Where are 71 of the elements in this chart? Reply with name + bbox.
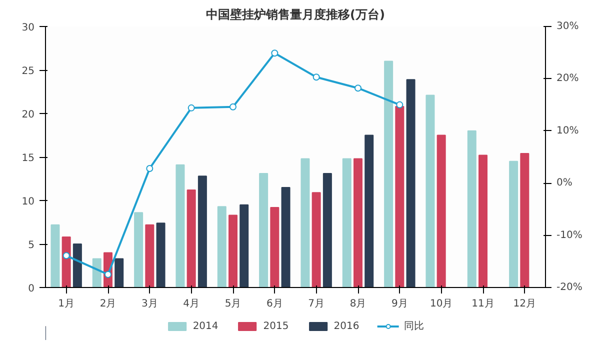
bar: [322, 173, 332, 288]
point: [396, 101, 404, 108]
point: [230, 103, 236, 110]
bar: [114, 258, 124, 288]
bar: [384, 60, 394, 288]
bar: [300, 158, 310, 288]
bar: [426, 94, 435, 288]
y2-tick-label: 0%: [556, 178, 572, 189]
x-tick-label: 11月: [472, 298, 494, 310]
x-tick-label: 7月: [308, 298, 325, 310]
x-tick-label: 8月: [350, 298, 366, 310]
y-tick-label: 0: [28, 284, 35, 294]
bar: [228, 214, 238, 288]
y-tick-label: 20: [22, 110, 35, 120]
legend-label: 2016: [334, 320, 360, 332]
x-tick-label: 6月: [266, 298, 283, 310]
y-tick-label: 30: [22, 22, 35, 34]
bar: [520, 153, 530, 288]
point: [354, 84, 362, 92]
point: [146, 164, 154, 172]
point: [188, 104, 195, 112]
bar: [467, 130, 476, 288]
point: [62, 252, 70, 260]
point: [271, 50, 278, 57]
bar: [259, 173, 268, 288]
bar: [186, 190, 196, 288]
y2-tick-label: -10%: [556, 230, 582, 241]
bar: [92, 258, 102, 288]
y-tick-label: 25: [22, 66, 35, 77]
bar: [72, 244, 82, 288]
bar: [281, 186, 290, 288]
y-tick-label: 5: [28, 240, 35, 251]
bar: [509, 160, 518, 288]
chart-title: 中国壁挂炉销售量月度推移(万台): [206, 8, 385, 22]
x-tick-label: 3月: [141, 298, 158, 310]
bar: [342, 158, 352, 288]
y-tick-label: 15: [22, 153, 35, 164]
point: [104, 270, 112, 278]
legend-label: 2014: [192, 320, 218, 332]
x-tick-label: 12月: [513, 298, 536, 310]
x-tick-label: 5月: [224, 298, 242, 310]
bar: [50, 224, 60, 288]
legend-label: 2015: [263, 320, 289, 332]
bar: [145, 224, 154, 288]
x-tick-label: 2月: [100, 298, 116, 310]
bar: [134, 212, 144, 288]
bar: [217, 206, 226, 288]
bar: [270, 206, 280, 288]
y2-tick-label: 10%: [556, 125, 579, 136]
legend-label: 同比: [404, 320, 424, 333]
bar: [436, 134, 446, 288]
x-tick-label: 1月: [58, 298, 75, 310]
y2-tick-label: 20%: [556, 73, 579, 84]
y2-tick-label: 30%: [556, 21, 579, 32]
bar: [156, 222, 166, 288]
bar: [406, 79, 416, 288]
bar: [62, 236, 71, 288]
bar: [240, 204, 249, 288]
x-tick-label: 9月: [391, 298, 408, 310]
y2-tick-label: -20%: [556, 282, 582, 293]
bar: [478, 154, 488, 288]
bar: [312, 192, 321, 288]
x-tick-label: 10月: [430, 298, 453, 310]
bar: [198, 176, 207, 288]
bar: [354, 158, 362, 288]
y-tick-label: 10: [22, 196, 35, 208]
x-tick-label: 4月: [183, 298, 200, 310]
bar: [364, 134, 374, 288]
bar: [176, 164, 185, 288]
point: [312, 74, 320, 81]
bar: [395, 106, 404, 288]
